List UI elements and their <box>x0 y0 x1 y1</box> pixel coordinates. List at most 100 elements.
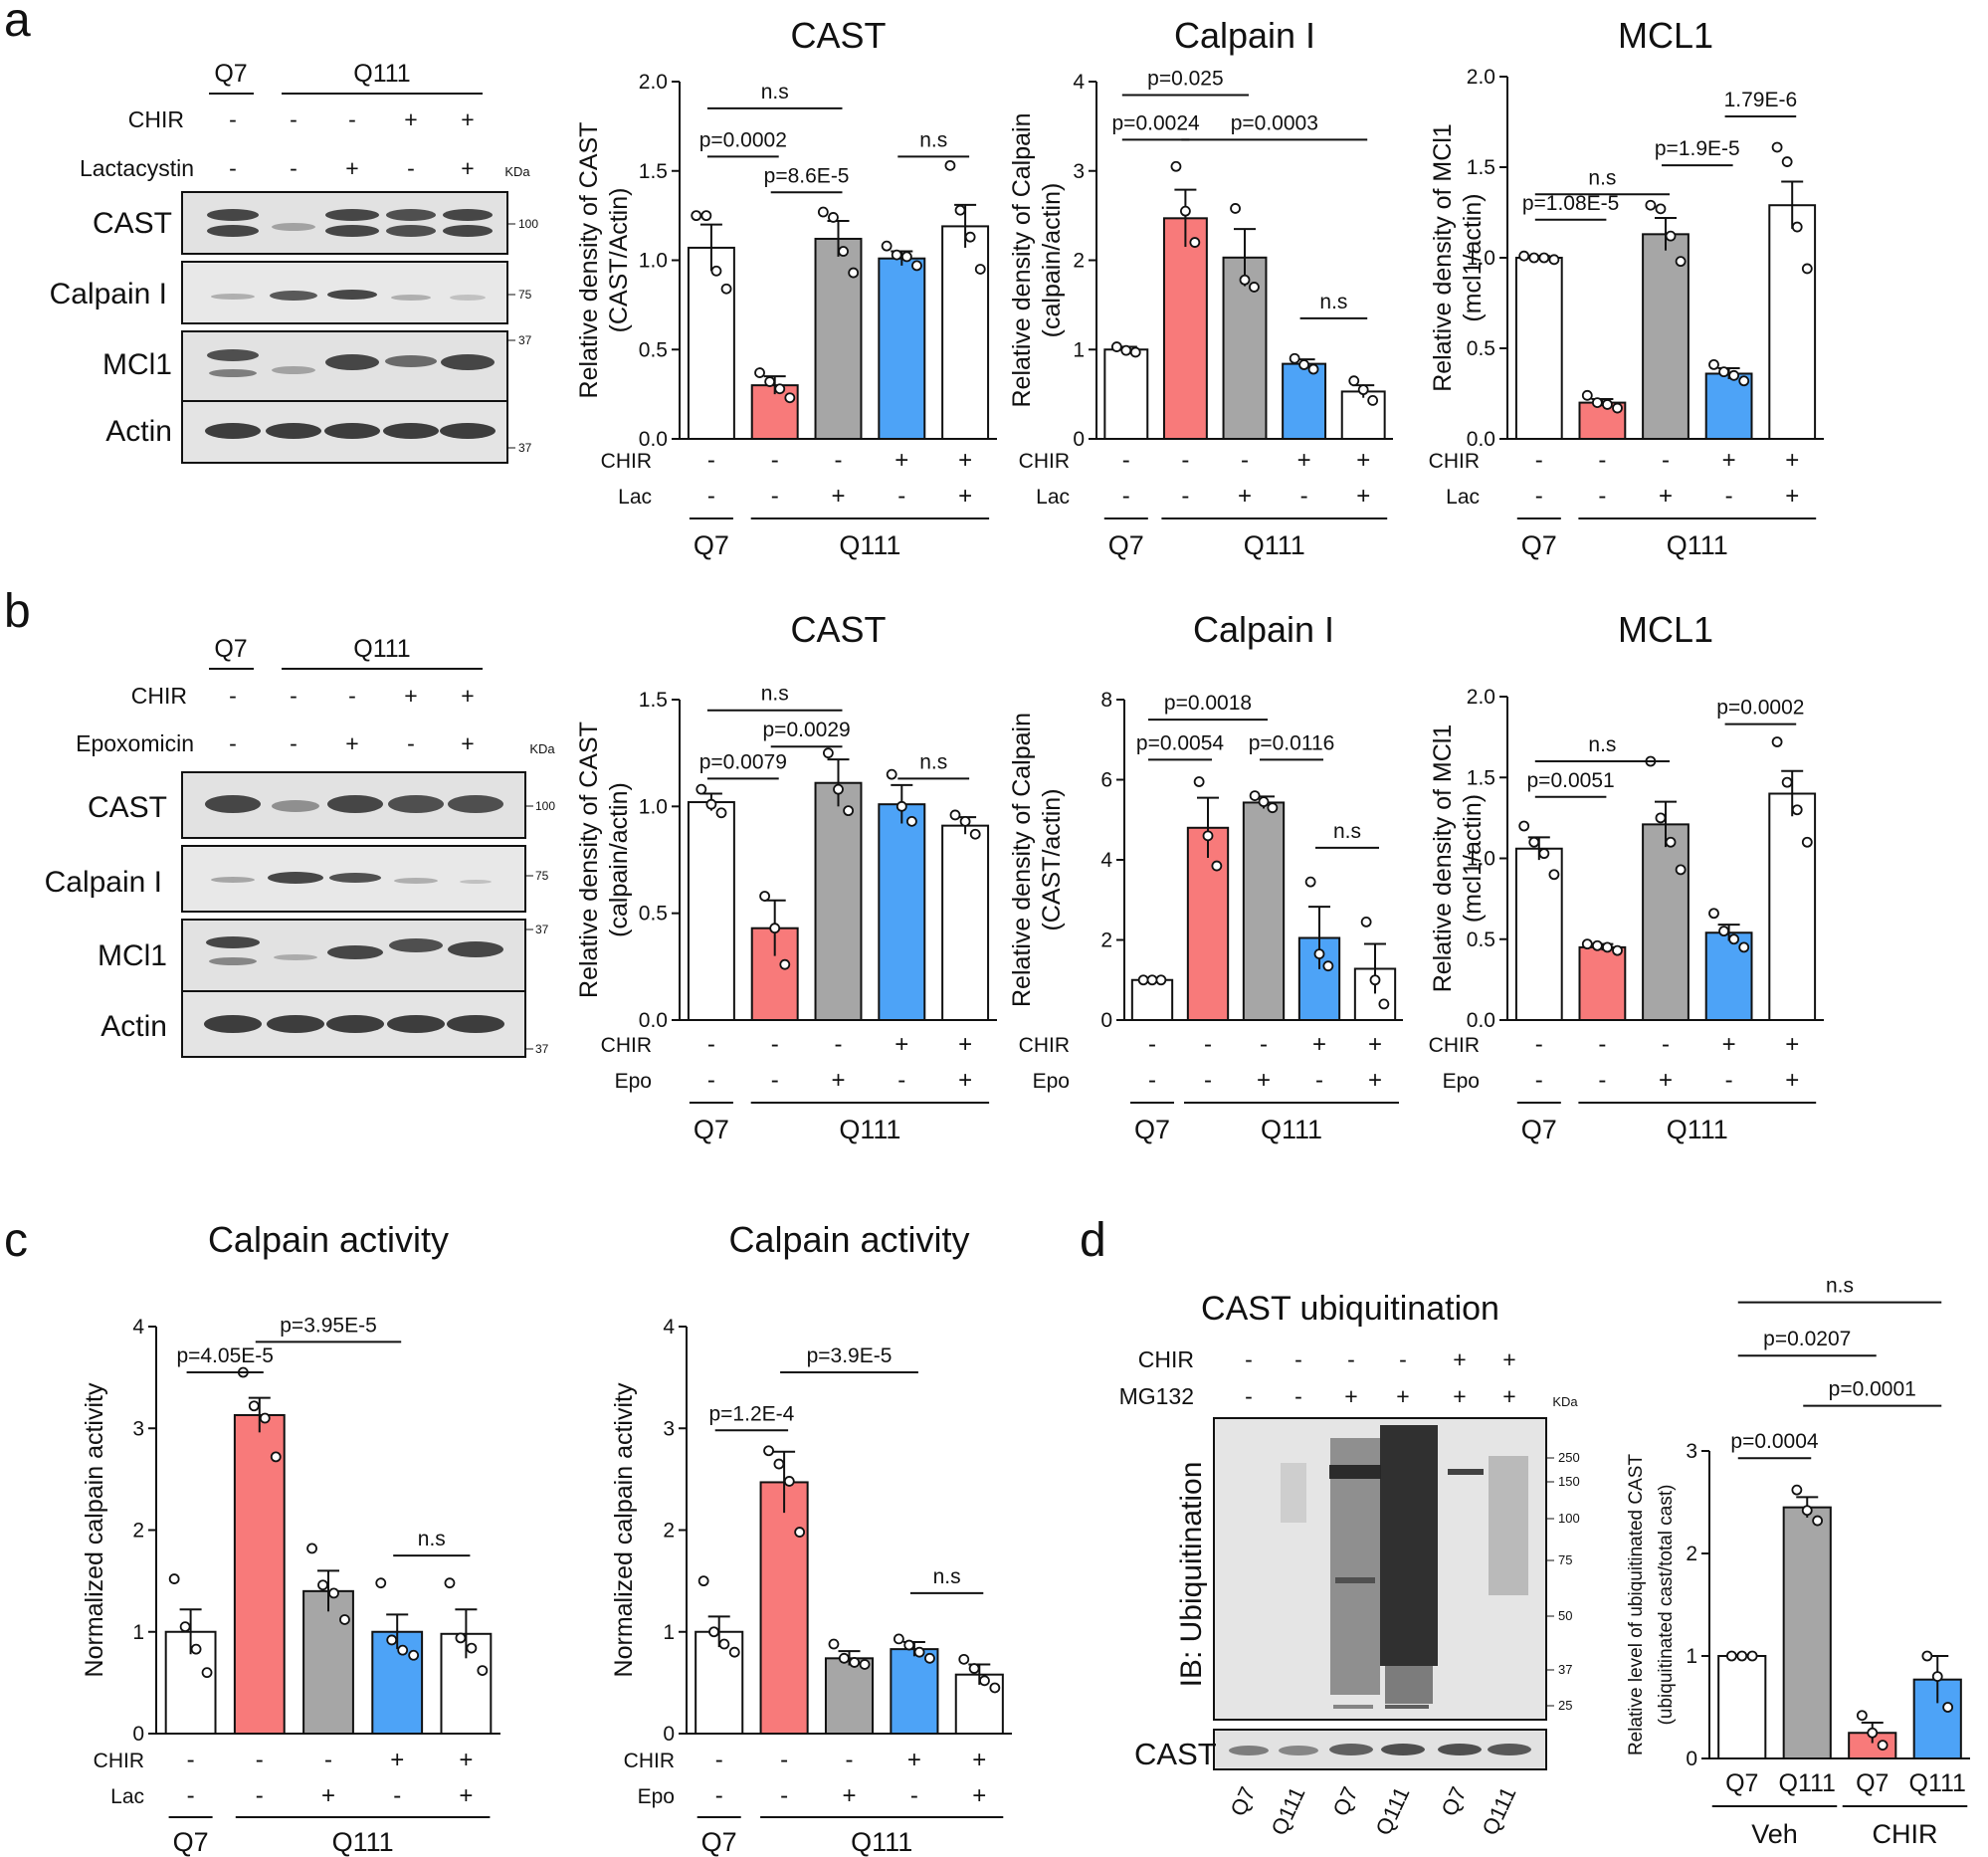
blot-a-marker: 100 <box>518 217 538 231</box>
significance-label: p=0.0001 <box>1829 1378 1916 1401</box>
data-point <box>1877 1740 1889 1752</box>
data-point <box>954 204 966 216</box>
treatment-mark: - <box>1122 483 1130 510</box>
data-point <box>705 798 717 810</box>
treatment-mark: + <box>895 447 908 474</box>
group-label: Q111 <box>851 1827 912 1857</box>
treatment-mark: + <box>958 447 972 474</box>
y-tick-label: 1.0 <box>1467 848 1495 871</box>
treatment-mark: + <box>958 1031 972 1058</box>
data-point <box>375 1577 387 1589</box>
data-point <box>1708 908 1719 920</box>
blot-d-row-mg132: MG132 <box>1119 1383 1194 1409</box>
significance-label: p=3.95E-5 <box>280 1314 377 1337</box>
data-point <box>1369 974 1381 986</box>
treatment-mark: + <box>831 483 845 510</box>
treatment-mark: - <box>771 447 779 474</box>
blot-b-label-cast: CAST <box>88 791 167 824</box>
data-point <box>248 1400 260 1412</box>
y-tick-label: 2 <box>132 1520 144 1543</box>
bar <box>759 1481 809 1735</box>
treatment-mark: - <box>1181 447 1189 474</box>
treatment-mark: - <box>1204 1067 1212 1094</box>
y-tick-label: 3 <box>132 1417 144 1440</box>
chart-b-cast: CAST 0.0 0.5 1.0 1.5 Relative density of CAST… <box>575 609 997 1144</box>
treatment-mark: + <box>1356 483 1370 510</box>
data-point <box>886 768 897 780</box>
significance-label: n.s <box>1588 733 1616 756</box>
treatment-mark: + <box>1312 1031 1326 1058</box>
bar <box>1514 257 1563 440</box>
data-point <box>1518 250 1530 262</box>
data-point <box>1665 836 1677 848</box>
data-point <box>715 807 727 819</box>
data-point <box>906 815 917 827</box>
y-tick-label: 2 <box>1073 250 1085 273</box>
y-axis-label: Normalized calpain activity <box>81 1382 108 1677</box>
y-axis-label: Relative density of MCl1 <box>1429 123 1457 392</box>
treatment-mark: - <box>1535 483 1543 510</box>
y-axis-label: Relative density of Calpain <box>1008 713 1036 1007</box>
blot-d-marker: 150 <box>1558 1474 1580 1489</box>
treatment-mark: - <box>1662 1031 1670 1058</box>
data-point <box>1728 369 1740 381</box>
lane-label: Q111 <box>1779 1769 1836 1797</box>
data-point <box>1289 352 1300 364</box>
y-axis-label: (CAST/actin) <box>1038 788 1066 930</box>
y-axis-label: (CAST/Actin) <box>605 188 633 333</box>
treatment-mark: + <box>1659 1067 1673 1094</box>
data-point <box>989 1682 1001 1694</box>
treatment-mark: - <box>707 1067 715 1094</box>
data-point <box>1655 812 1667 824</box>
blot-d: CAST ubiquitination CHIR MG132 - - - - +… <box>1119 1290 1580 1839</box>
data-point <box>1718 926 1729 937</box>
data-point <box>1313 948 1325 959</box>
y-tick-label: 0 <box>1686 1748 1697 1770</box>
treatment-mark: + <box>1297 447 1311 474</box>
y-axis-label: Relative level of ubiquitinated CAST <box>1626 1454 1647 1756</box>
blot-d-ib-label: IB: Ubiquitination <box>1175 1462 1208 1688</box>
blot-b-row-chir: CHIR <box>131 683 187 709</box>
data-point <box>190 1643 202 1655</box>
treatment-mark: - <box>846 1747 854 1773</box>
data-point <box>763 1445 774 1457</box>
treatment-mark: + <box>1785 447 1799 474</box>
treatment-mark: - <box>835 447 843 474</box>
significance-label: p=4.05E-5 <box>176 1344 274 1367</box>
data-point <box>1791 221 1803 233</box>
treatment-row-label: Lac <box>1036 486 1070 509</box>
y-axis-label: (ubiquitinated cast/total cast) <box>1656 1485 1677 1726</box>
chart-a-calpain: Calpain I 0 1 2 3 4 Relative density of Calpai… <box>1008 15 1393 560</box>
treatment-mark: + <box>1368 1067 1382 1094</box>
data-point <box>306 1543 317 1554</box>
blot-b-marker: 100 <box>535 799 555 813</box>
y-tick-label: 0.0 <box>639 428 668 451</box>
data-point <box>455 1632 467 1644</box>
chart-b-mcl1: MCL1 0.0 0.5 1.0 1.5 2.0 Relative density of M… <box>1429 609 1824 1144</box>
treatment-mark: - <box>187 1782 195 1809</box>
data-point <box>969 828 981 840</box>
y-tick-label: 1.5 <box>639 160 668 183</box>
blot-d-row-chir: CHIR <box>1138 1346 1194 1372</box>
blot-a-marker: 37 <box>518 441 532 455</box>
data-point <box>893 1633 904 1645</box>
data-point <box>828 1638 840 1650</box>
bar <box>1130 978 1174 1021</box>
y-tick-label: 1 <box>132 1621 144 1644</box>
data-point <box>1211 860 1223 872</box>
bar <box>1642 823 1690 1021</box>
treatment-row-label: CHIR <box>624 1750 675 1772</box>
y-axis-label: Relative density of CAST <box>575 722 603 998</box>
data-point <box>1239 274 1251 286</box>
data-point <box>1120 344 1132 356</box>
group-label: Q111 <box>1667 1115 1728 1144</box>
y-tick-label: 1.5 <box>1467 766 1495 789</box>
data-point <box>1591 939 1603 951</box>
group-label: Q7 <box>694 1115 729 1144</box>
bar <box>1782 1506 1832 1760</box>
data-point <box>328 1587 339 1599</box>
treatment-row-label: CHIR <box>1429 1034 1480 1057</box>
significance-label: n.s <box>919 128 947 151</box>
treatment-mark: - <box>1535 1031 1543 1058</box>
blot-d-mark: + <box>1453 1383 1466 1409</box>
